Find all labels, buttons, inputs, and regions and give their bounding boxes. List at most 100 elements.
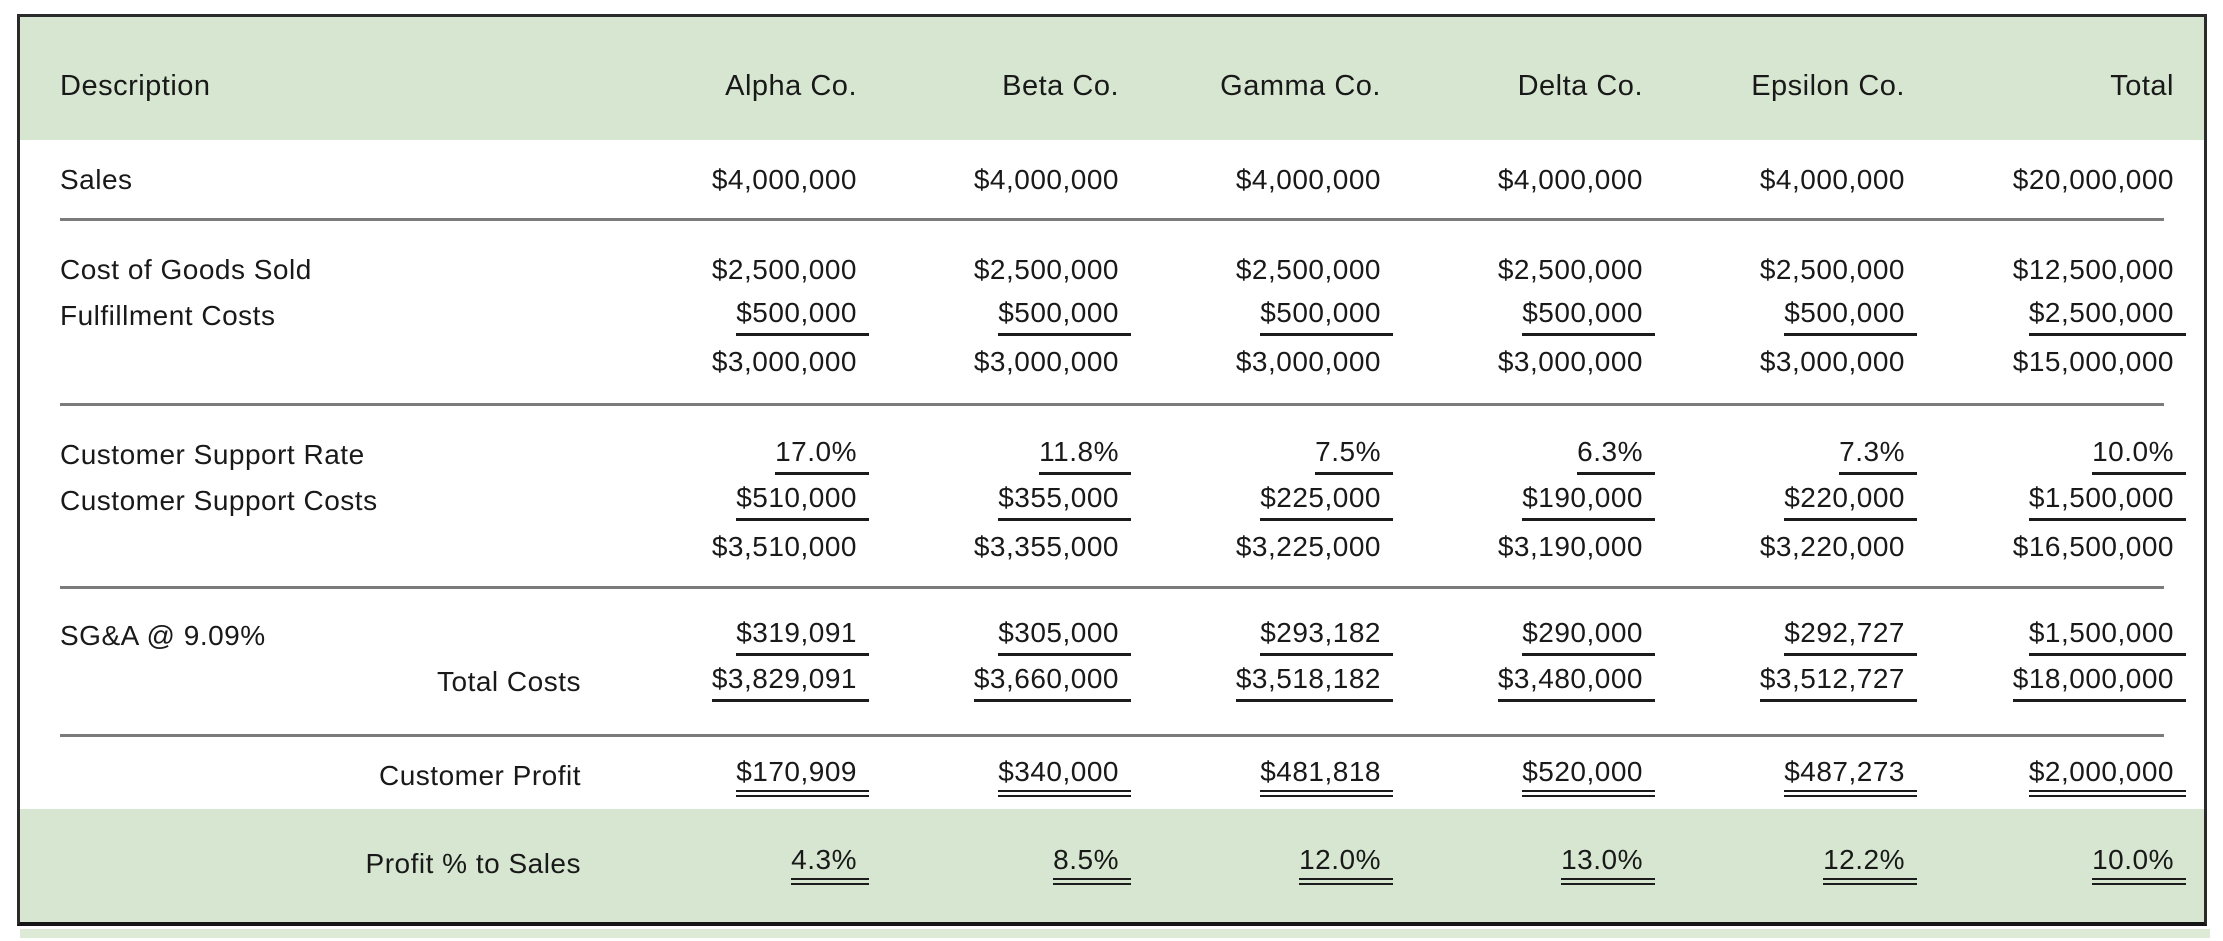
row-label: Profit % to Sales [365,848,581,879]
section-customer-profit: Customer Profit $170,909 $340,000 $481,8… [20,737,2204,809]
cell-sales-epsilon: $4,000,000 [1759,164,1905,195]
cell-cogs-total: $12,500,000 [2012,254,2174,285]
cell-profit-gamma: $481,818 [1129,756,1393,797]
section-divider [60,218,2164,221]
cell-profit-alpha: $170,909 [605,756,869,797]
cell-profit-beta: $340,000 [867,756,1131,797]
bottom-green-strip [20,929,2210,938]
row-customer-support-rate: Customer Support Rate 17.0% 11.8% 7.5% 6… [20,432,2204,478]
cell-total-costs-gamma: $3,518,182 [1129,663,1393,702]
row-support-subtotal: $3,510,000 $3,355,000 $3,225,000 $3,190,… [20,524,2204,570]
row-sales: Sales $4,000,000 $4,000,000 $4,000,000 $… [20,157,2204,203]
row-label: Cost of Goods Sold [60,254,312,285]
cell-cogs-subtotal-epsilon: $3,000,000 [1759,346,1905,377]
cell-total-costs-alpha: $3,829,091 [605,663,869,702]
cell-support-rate-total: 10.0% [1915,436,2204,475]
row-profit-pct-to-sales: Profit % to Sales 4.3% 8.5% 12.0% 13.0% … [20,841,2204,887]
cell-support-rate-gamma: 7.5% [1129,436,1393,475]
cell-profit-pct-gamma: 12.0% [1129,844,1393,885]
cell-cogs-alpha: $2,500,000 [711,254,857,285]
section-profit-pct: Profit % to Sales 4.3% 8.5% 12.0% 13.0% … [20,809,2204,922]
cell-sga-alpha: $319,091 [605,617,869,656]
cell-support-costs-alpha: $510,000 [605,482,869,521]
row-label: Fulfillment Costs [60,300,276,331]
header-description: Description [60,70,211,102]
section-sga-total-costs: SG&A @ 9.09% $319,091 $305,000 $293,182 … [20,589,2204,734]
cell-sales-total: $20,000,000 [2012,164,2174,195]
cell-cogs-gamma: $2,500,000 [1235,254,1381,285]
row-label: Customer Support Costs [60,485,378,516]
row-fulfillment-costs: Fulfillment Costs $500,000 $500,000 $500… [20,293,2204,339]
header-row: Description Alpha Co. Beta Co. Gamma Co.… [20,33,2204,140]
cell-profit-pct-delta: 13.0% [1391,844,1655,885]
cell-total-costs-total: $18,000,000 [1915,663,2204,702]
cell-profit-pct-epsilon: 12.2% [1653,844,1917,885]
row-label: Customer Support Rate [60,439,365,470]
cell-support-subtotal-epsilon: $3,220,000 [1759,531,1905,562]
row-sga: SG&A @ 9.09% $319,091 $305,000 $293,182 … [20,613,2204,659]
cell-support-costs-beta: $355,000 [867,482,1131,521]
row-label: SG&A @ 9.09% [60,620,266,651]
cell-sales-delta: $4,000,000 [1497,164,1643,195]
cell-total-costs-epsilon: $3,512,727 [1653,663,1917,702]
section-customer-support: Customer Support Rate 17.0% 11.8% 7.5% 6… [20,406,2204,586]
cell-support-subtotal-total: $16,500,000 [2012,531,2174,562]
cell-cogs-subtotal-total: $15,000,000 [2012,346,2174,377]
cell-support-costs-epsilon: $220,000 [1653,482,1917,521]
row-label: Sales [60,164,133,195]
cell-fulfillment-delta: $500,000 [1391,297,1655,336]
cell-support-rate-epsilon: 7.3% [1653,436,1917,475]
section-sales: Sales $4,000,000 $4,000,000 $4,000,000 $… [20,140,2204,218]
header-beta-co: Beta Co. [1002,70,1119,102]
cell-support-subtotal-alpha: $3,510,000 [711,531,857,562]
cell-total-costs-beta: $3,660,000 [867,663,1131,702]
cell-sales-gamma: $4,000,000 [1235,164,1381,195]
cell-fulfillment-total: $2,500,000 [1915,297,2204,336]
cell-cogs-delta: $2,500,000 [1497,254,1643,285]
cell-support-subtotal-delta: $3,190,000 [1497,531,1643,562]
cell-support-costs-total: $1,500,000 [1915,482,2204,521]
header-epsilon-co: Epsilon Co. [1751,70,1905,102]
profitability-table: Description Alpha Co. Beta Co. Gamma Co.… [17,14,2207,926]
cell-support-costs-delta: $190,000 [1391,482,1655,521]
cell-support-subtotal-gamma: $3,225,000 [1235,531,1381,562]
header-alpha-co: Alpha Co. [725,70,857,102]
cell-support-subtotal-beta: $3,355,000 [973,531,1119,562]
cell-cogs-subtotal-alpha: $3,000,000 [711,346,857,377]
header-gamma-co: Gamma Co. [1220,70,1381,102]
cell-sales-alpha: $4,000,000 [711,164,857,195]
cell-support-rate-delta: 6.3% [1391,436,1655,475]
cell-cogs-subtotal-gamma: $3,000,000 [1235,346,1381,377]
row-total-costs: Total Costs $3,829,091 $3,660,000 $3,518… [20,659,2204,705]
cell-total-costs-delta: $3,480,000 [1391,663,1655,702]
cell-sga-gamma: $293,182 [1129,617,1393,656]
cell-sga-total: $1,500,000 [1915,617,2204,656]
cell-profit-pct-beta: 8.5% [867,844,1131,885]
cell-cogs-beta: $2,500,000 [973,254,1119,285]
cell-profit-pct-total: 10.0% [1915,844,2204,885]
cell-fulfillment-gamma: $500,000 [1129,297,1393,336]
cell-fulfillment-epsilon: $500,000 [1653,297,1917,336]
section-divider [60,586,2164,589]
row-customer-profit: Customer Profit $170,909 $340,000 $481,8… [20,753,2204,799]
section-cogs: Cost of Goods Sold $2,500,000 $2,500,000… [20,221,2204,403]
table-header: Description Alpha Co. Beta Co. Gamma Co.… [20,17,2204,140]
row-label: Total Costs [437,666,581,697]
cell-sga-delta: $290,000 [1391,617,1655,656]
cell-fulfillment-alpha: $500,000 [605,297,869,336]
cell-cogs-epsilon: $2,500,000 [1759,254,1905,285]
header-delta-co: Delta Co. [1517,70,1643,102]
cell-support-rate-beta: 11.8% [867,436,1131,475]
cell-profit-delta: $520,000 [1391,756,1655,797]
row-cogs-subtotal: $3,000,000 $3,000,000 $3,000,000 $3,000,… [20,339,2204,385]
cell-support-costs-gamma: $225,000 [1129,482,1393,521]
cell-sales-beta: $4,000,000 [973,164,1119,195]
cell-sga-epsilon: $292,727 [1653,617,1917,656]
cell-profit-epsilon: $487,273 [1653,756,1917,797]
section-divider [60,403,2164,406]
cell-cogs-subtotal-beta: $3,000,000 [973,346,1119,377]
section-divider [60,734,2164,737]
row-customer-support-costs: Customer Support Costs $510,000 $355,000… [20,478,2204,524]
cell-profit-total: $2,000,000 [1915,756,2204,797]
